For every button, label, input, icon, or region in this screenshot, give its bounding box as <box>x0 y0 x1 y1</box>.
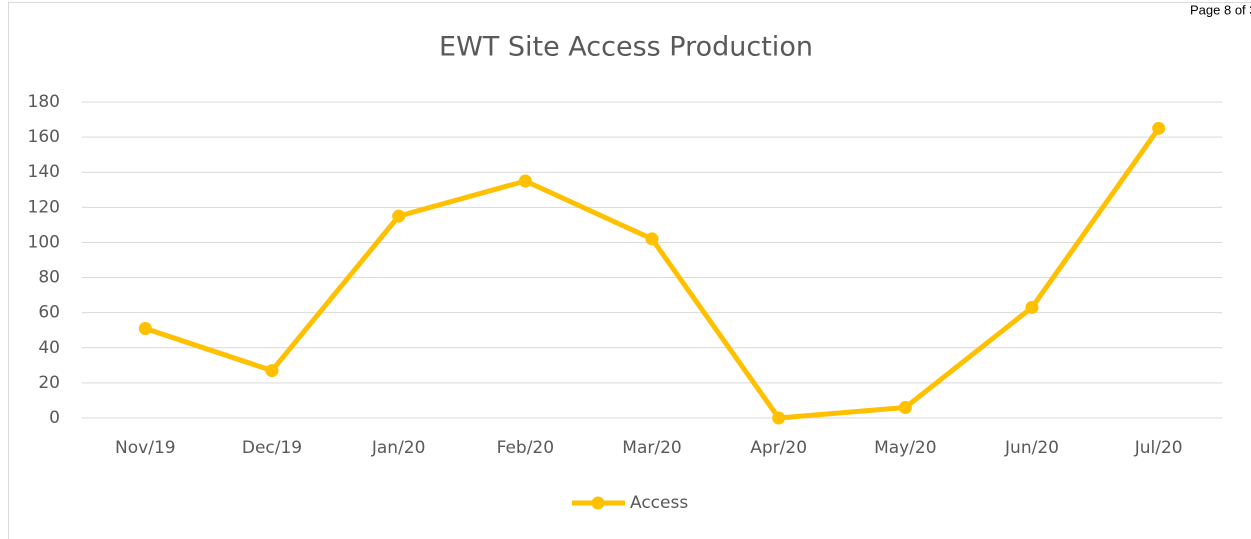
x-tick-label: Feb/20 <box>497 438 554 458</box>
chart-title: EWT Site Access Production <box>439 32 813 63</box>
page-number: Page 8 of 317 <box>1190 2 1251 17</box>
y-tick-label: 20 <box>38 373 60 393</box>
data-point <box>1152 121 1166 135</box>
y-tick-label: 140 <box>28 162 60 182</box>
y-tick-label: 40 <box>38 338 60 358</box>
data-point <box>138 321 152 335</box>
x-tick-label: Mar/20 <box>622 438 681 458</box>
y-tick-label: 100 <box>28 232 60 252</box>
data-point <box>518 174 532 188</box>
y-tick-label: 60 <box>38 303 60 323</box>
x-tick-label: Apr/20 <box>750 438 807 458</box>
y-tick-label: 160 <box>28 127 60 147</box>
data-point <box>645 232 659 246</box>
x-tick-label: Jul/20 <box>1134 438 1183 458</box>
legend-label: Access <box>630 493 688 513</box>
y-tick-label: 180 <box>28 92 60 112</box>
data-point <box>772 411 786 425</box>
y-tick-label: 80 <box>38 268 60 288</box>
x-tick-label: Nov/19 <box>115 438 176 458</box>
x-tick-label: Jan/20 <box>371 438 426 458</box>
x-tick-label: May/20 <box>874 438 937 458</box>
data-point <box>898 400 912 414</box>
x-tick-label: Jun/20 <box>1004 438 1059 458</box>
legend-marker <box>591 496 605 510</box>
y-tick-label: 120 <box>28 197 60 217</box>
x-tick-label: Dec/19 <box>242 438 302 458</box>
chart-border <box>8 2 1251 539</box>
y-tick-label: 0 <box>49 408 60 428</box>
data-point <box>1025 300 1039 314</box>
data-point <box>392 209 406 223</box>
data-point <box>265 364 279 378</box>
